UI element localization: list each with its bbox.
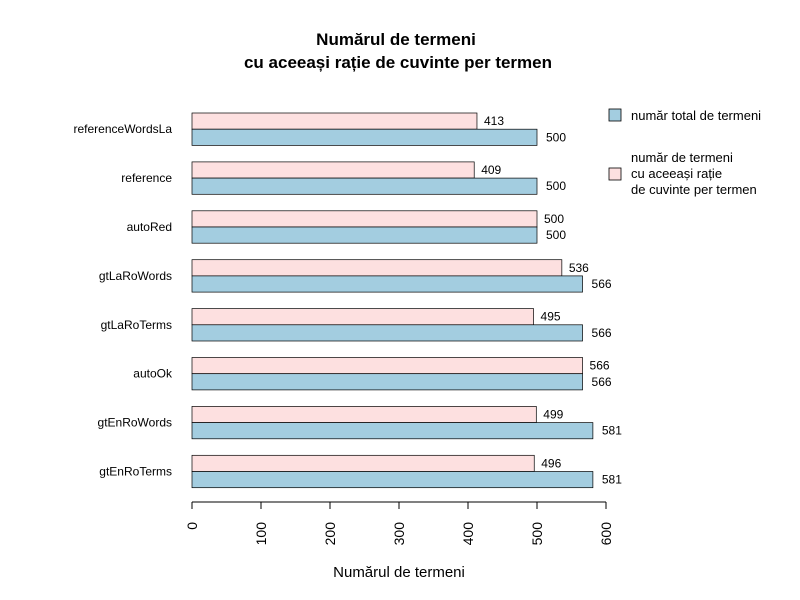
bar-same-ratio xyxy=(191,210,538,228)
data-label-same-ratio: 499 xyxy=(543,408,563,422)
legend-label-total: număr total de termeni xyxy=(631,108,761,123)
data-label-total: 566 xyxy=(592,375,612,389)
category-label: autoOk xyxy=(133,367,173,381)
category-label: autoRed xyxy=(127,220,172,234)
bar-group: 413 500 referenceWordsLa xyxy=(74,112,566,146)
data-label-same-ratio: 409 xyxy=(481,163,501,177)
data-label-total: 566 xyxy=(592,277,612,291)
bar-group: 499 581 gtEnRoWords xyxy=(98,406,622,440)
bar-total xyxy=(191,275,583,293)
bar-total xyxy=(191,177,538,195)
data-label-total: 581 xyxy=(602,424,622,438)
legend-label-same-ratio: de cuvinte per termen xyxy=(631,182,757,197)
x-tick-label: 500 xyxy=(529,522,545,546)
legend-label-same-ratio: număr de termeni xyxy=(631,150,733,165)
bar-total xyxy=(191,128,538,146)
category-label: gtLaRoTerms xyxy=(101,318,172,332)
legend-swatch-same-ratio xyxy=(608,167,622,181)
legend: număr total de termeni număr de termenicu… xyxy=(608,108,761,197)
chart-title-line1: Numărul de termeni xyxy=(316,30,476,49)
bar-same-ratio xyxy=(191,161,475,179)
bar-same-ratio xyxy=(191,406,537,423)
bar-same-ratio xyxy=(191,454,535,472)
bar-same-ratio xyxy=(191,112,478,130)
x-tick-label: 300 xyxy=(391,522,407,546)
chart-title-line2: cu aceeași rație de cuvinte per termen xyxy=(244,53,552,72)
data-label-same-ratio: 536 xyxy=(569,261,589,275)
data-label-total: 500 xyxy=(546,130,566,144)
bar-total xyxy=(191,422,594,440)
bar-group: 500 500 autoRed xyxy=(127,210,566,244)
category-label: gtEnRoTerms xyxy=(99,465,172,479)
x-tick-label: 0 xyxy=(184,522,200,530)
data-label-same-ratio: 495 xyxy=(541,310,561,324)
bar-group: 409 500 reference xyxy=(121,161,566,195)
data-label-same-ratio: 496 xyxy=(541,456,561,470)
legend-label-same-ratio: cu aceeași rație xyxy=(631,166,722,181)
bar-same-ratio xyxy=(191,357,583,375)
legend-swatch-total xyxy=(608,108,622,122)
x-tick-label: 400 xyxy=(460,522,476,546)
data-label-same-ratio: 500 xyxy=(544,212,564,226)
x-axis: 0 100 200 300 400 500 600 xyxy=(184,501,614,546)
x-tick-label: 600 xyxy=(598,522,614,546)
data-label-same-ratio: 566 xyxy=(590,359,610,373)
category-label: gtEnRoWords xyxy=(98,416,172,430)
bar-total xyxy=(191,324,583,342)
category-label: gtLaRoWords xyxy=(99,269,172,283)
x-tick-label: 100 xyxy=(253,522,269,546)
bar-total xyxy=(191,471,594,489)
bar-group: 495 566 gtLaRoTerms xyxy=(101,308,612,342)
bar-group: 566 566 autoOk xyxy=(133,357,612,391)
data-label-total: 581 xyxy=(602,473,622,487)
data-label-total: 500 xyxy=(546,179,566,193)
category-label: reference xyxy=(121,171,172,185)
bar-total xyxy=(191,373,583,391)
category-label: referenceWordsLa xyxy=(74,122,173,136)
bar-group: 496 581 gtEnRoTerms xyxy=(99,454,622,489)
x-axis-title: Numărul de termeni xyxy=(333,564,465,581)
plot-area: 413 500 referenceWordsLa 409 500 reference 500… xyxy=(74,112,622,489)
data-label-total: 500 xyxy=(546,228,566,242)
data-label-total: 566 xyxy=(592,326,612,340)
x-tick-label: 200 xyxy=(322,522,338,546)
bar-total xyxy=(191,226,538,244)
data-label-same-ratio: 413 xyxy=(484,114,504,128)
bar-same-ratio xyxy=(191,308,534,326)
bar-same-ratio xyxy=(191,259,563,277)
